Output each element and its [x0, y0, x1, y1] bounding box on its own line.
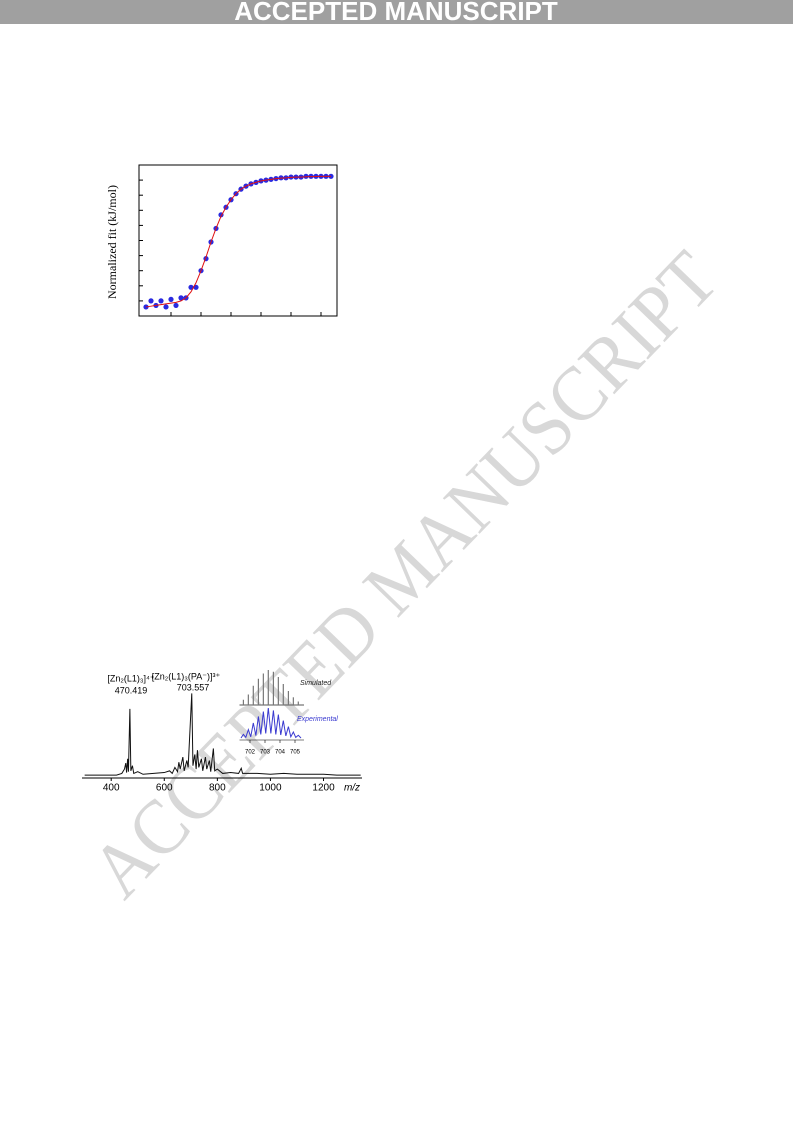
x-tick-label: 1200: [312, 783, 335, 794]
peak-annotation: [Zn₂(L1)₃(PA⁻)]³⁺: [152, 671, 221, 681]
x-tick-label: 705: [290, 750, 301, 756]
data-point: [163, 304, 169, 310]
figures: Normalized fit (kJ/mol) 400 600 800 1000 1200…: [82, 164, 362, 794]
x-tick-label: 704: [275, 750, 286, 756]
data-point: [158, 298, 164, 304]
fit-line: [145, 175, 331, 308]
peak-annotation: 703.557: [177, 682, 210, 692]
banner-bar: [0, 0, 793, 24]
x-tick-label: 600: [156, 783, 173, 794]
watermark: ACCEPTED MANUSCRIPT: [74, 234, 734, 913]
peak-annotation: [Zn₂(L1)₃]⁴⁺: [107, 673, 155, 683]
spectrum: [84, 693, 361, 776]
experimental-line: [240, 707, 302, 739]
x-tick-label: 400: [103, 783, 120, 794]
data-point: [173, 302, 179, 309]
x-axis-label: m/z: [344, 783, 360, 794]
x-tick-label: 1000: [259, 783, 282, 794]
x-tick-label: 800: [209, 783, 226, 794]
plot-frame: [138, 164, 338, 317]
series-label: Experimental: [297, 716, 338, 723]
peak-annotation: 470.419: [115, 685, 148, 695]
x-tick-label: 702: [245, 750, 256, 756]
x-tick-label: 703: [260, 750, 271, 756]
data-point: [178, 295, 184, 301]
banner: ACCEPTED MANUSCRIPT: [234, 0, 558, 26]
data-point: [148, 298, 154, 304]
data-point: [168, 296, 174, 302]
y-axis-label: Normalized fit (kJ/mol): [105, 185, 119, 299]
series-label: Simulated: [300, 680, 332, 687]
